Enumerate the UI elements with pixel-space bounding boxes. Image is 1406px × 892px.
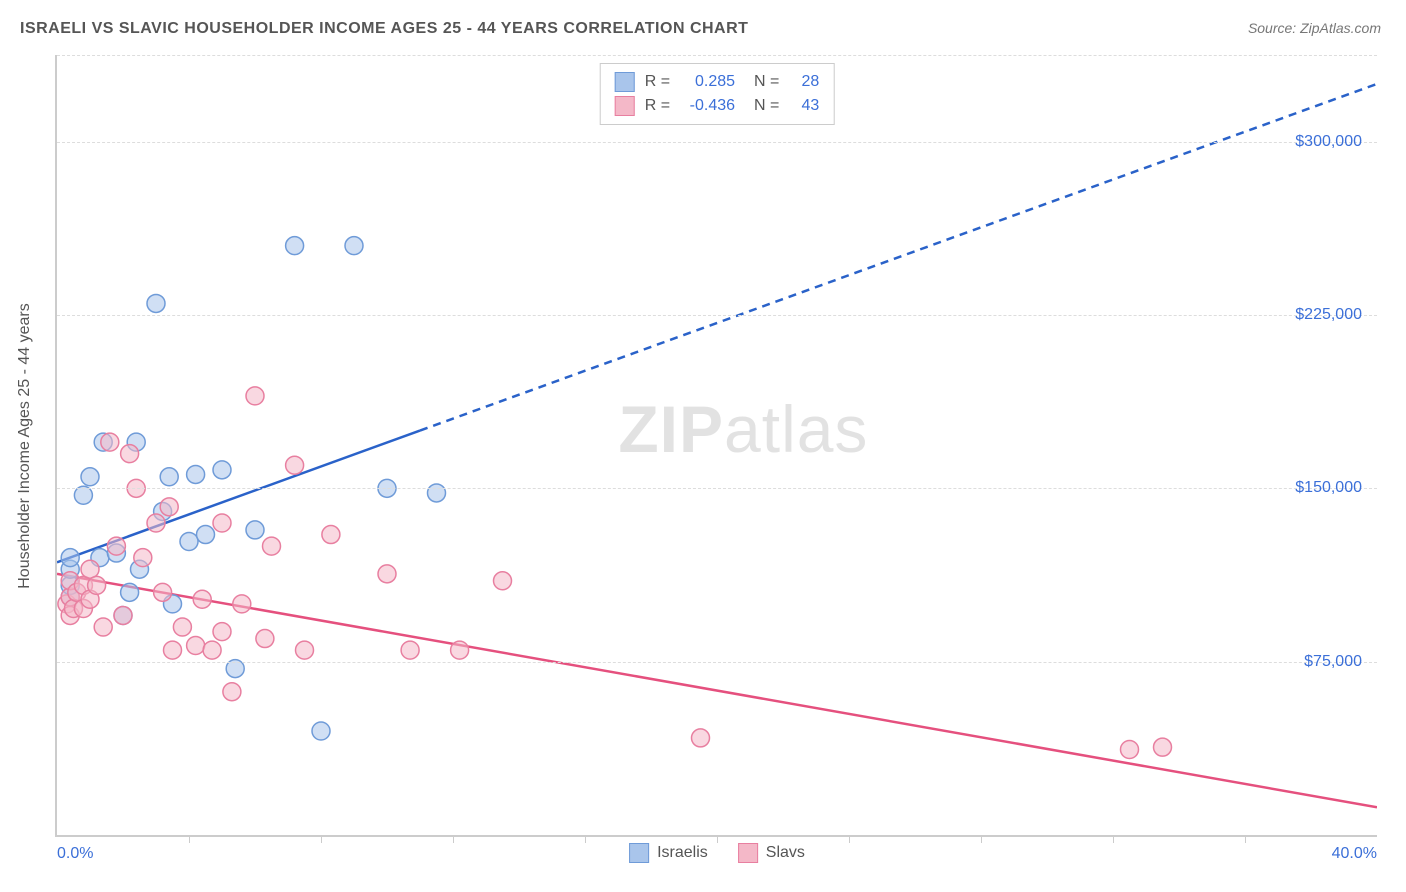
scatter-point (213, 461, 231, 479)
scatter-point (1121, 740, 1139, 758)
stats-row: R = 0.285 N = 28 (615, 70, 820, 94)
scatter-point (378, 565, 396, 583)
scatter-point (296, 641, 314, 659)
x-tick (849, 835, 850, 843)
x-axis-max-label: 40.0% (1332, 845, 1377, 863)
scatter-point (101, 433, 119, 451)
scatter-point (107, 537, 125, 555)
scatter-point (213, 623, 231, 641)
scatter-point (246, 387, 264, 405)
x-tick (189, 835, 190, 843)
scatter-point (147, 294, 165, 312)
stats-swatch (615, 96, 635, 116)
x-tick (717, 835, 718, 843)
x-tick (1245, 835, 1246, 843)
x-axis-min-label: 0.0% (57, 845, 93, 863)
stats-n-label: N = (745, 94, 779, 118)
source-label: Source: ZipAtlas.com (1248, 20, 1381, 36)
legend-swatch (738, 843, 758, 863)
plot-area: ZIPatlas R =0.285 N =28R =-0.436 N =43 0… (55, 55, 1377, 837)
regression-line (57, 574, 1377, 807)
legend-item: Israelis (629, 843, 708, 863)
stats-r-label: R = (645, 70, 670, 94)
scatter-point (322, 526, 340, 544)
stats-r-value: -0.436 (680, 94, 735, 118)
scatter-point (160, 498, 178, 516)
scatter-point (233, 595, 251, 613)
scatter-point (81, 560, 99, 578)
scatter-point (428, 484, 446, 502)
y-tick-label: $75,000 (1304, 653, 1362, 671)
legend-label: Slavs (766, 844, 805, 862)
stats-n-label: N = (745, 70, 779, 94)
scatter-point (164, 641, 182, 659)
y-tick-label: $225,000 (1295, 306, 1362, 324)
plot-svg (57, 55, 1377, 835)
scatter-point (213, 514, 231, 532)
scatter-point (154, 583, 172, 601)
gridline (57, 142, 1377, 143)
x-tick (585, 835, 586, 843)
scatter-point (193, 590, 211, 608)
chart-title: ISRAELI VS SLAVIC HOUSEHOLDER INCOME AGE… (20, 20, 748, 38)
scatter-point (401, 641, 419, 659)
scatter-point (134, 549, 152, 567)
scatter-point (187, 636, 205, 654)
scatter-point (197, 526, 215, 544)
scatter-point (223, 683, 241, 701)
y-tick-label: $300,000 (1295, 133, 1362, 151)
scatter-point (451, 641, 469, 659)
gridline (57, 55, 1377, 56)
scatter-point (187, 465, 205, 483)
gridline (57, 488, 1377, 489)
scatter-point (121, 583, 139, 601)
scatter-point (88, 576, 106, 594)
scatter-point (692, 729, 710, 747)
scatter-point (81, 468, 99, 486)
stats-r-value: 0.285 (680, 70, 735, 94)
x-tick (453, 835, 454, 843)
stats-swatch (615, 72, 635, 92)
x-tick (1113, 835, 1114, 843)
scatter-point (1154, 738, 1172, 756)
scatter-point (312, 722, 330, 740)
legend-bottom: Israelis Slavs (629, 843, 805, 863)
stats-box: R = 0.285 N = 28 R = -0.436 N = 43 (600, 63, 835, 125)
gridline (57, 662, 1377, 663)
legend-item: Slavs (738, 843, 805, 863)
y-tick-label: $150,000 (1295, 479, 1362, 497)
chart-container: ISRAELI VS SLAVIC HOUSEHOLDER INCOME AGE… (0, 0, 1406, 892)
gridline (57, 315, 1377, 316)
scatter-point (121, 445, 139, 463)
scatter-point (94, 618, 112, 636)
scatter-point (246, 521, 264, 539)
scatter-point (160, 468, 178, 486)
scatter-point (345, 237, 363, 255)
regression-line-dashed (420, 84, 1377, 431)
scatter-point (114, 606, 132, 624)
x-tick (981, 835, 982, 843)
x-tick (321, 835, 322, 843)
scatter-point (494, 572, 512, 590)
scatter-point (256, 630, 274, 648)
scatter-point (147, 514, 165, 532)
scatter-point (286, 456, 304, 474)
scatter-point (203, 641, 221, 659)
stats-n-value: 43 (789, 94, 819, 118)
scatter-point (173, 618, 191, 636)
legend-swatch (629, 843, 649, 863)
stats-n-value: 28 (789, 70, 819, 94)
stats-r-label: R = (645, 94, 670, 118)
legend-label: Israelis (657, 844, 708, 862)
scatter-point (263, 537, 281, 555)
scatter-point (61, 549, 79, 567)
scatter-point (180, 532, 198, 550)
scatter-point (286, 237, 304, 255)
y-axis-title: Householder Income Ages 25 - 44 years (16, 303, 34, 589)
stats-row: R = -0.436 N = 43 (615, 94, 820, 118)
